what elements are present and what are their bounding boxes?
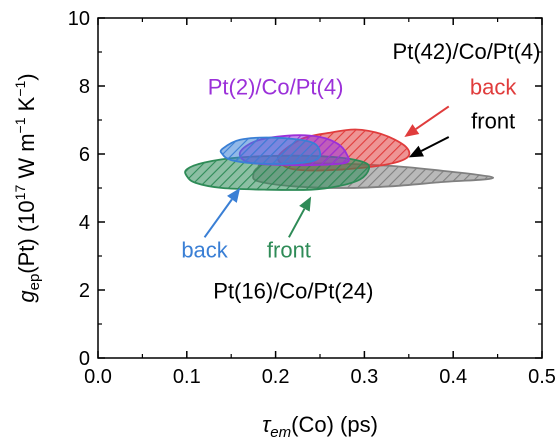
x-axis-title: τem(Co) (ps)	[262, 412, 378, 441]
y-axis-sup1: 17	[12, 185, 28, 201]
y-tick-label: 2	[79, 280, 90, 302]
annotation-pt-2-co-pt-4: Pt(2)/Co/Pt(4)	[208, 75, 344, 100]
regions-layer	[184, 128, 495, 191]
y-axis-symbol: g	[14, 290, 39, 303]
y-tick-label: 10	[68, 8, 90, 30]
y-axis-rest1: (Pt) (10	[14, 200, 39, 273]
x-tick-label: 0.3	[350, 366, 378, 388]
arrows-layer	[203, 105, 450, 238]
x-axis-symbol: τ	[262, 412, 272, 437]
x-axis-subscript: em	[270, 424, 291, 441]
y-tick-label: 0	[79, 348, 90, 370]
annotations-layer: Pt(42)/Co/Pt(4) back front Pt(2)/Co/Pt(4) ba…	[181, 39, 540, 304]
y-tick-label: 4	[79, 212, 90, 234]
y-axis-rest4: )	[14, 73, 39, 80]
annotation-back: back	[181, 238, 228, 263]
y-tick-label: 6	[79, 144, 90, 166]
y-axis-sup2: −1	[12, 117, 28, 133]
annotation-arrow	[404, 105, 450, 137]
ticks-layer: 0.0 0.1 0.2 0.3 0.4 0.5 0 2 4 6 8 10	[68, 8, 556, 388]
x-axis-rest: (Co) (ps)	[291, 412, 378, 437]
x-tick-label: 0.0	[84, 366, 112, 388]
annotation-arrow	[288, 196, 312, 238]
x-tick-label: 0.4	[439, 366, 467, 388]
y-axis-rest3: K	[14, 96, 39, 117]
y-axis-rest2: W m	[14, 133, 39, 184]
x-tick-label: 0.2	[262, 366, 290, 388]
annotation-pt-42-co-pt-4: Pt(42)/Co/Pt(4)	[393, 39, 541, 64]
y-axis-subscript: ep	[26, 274, 43, 291]
y-tick-label: 8	[79, 76, 90, 98]
annotation-pt-16-co-pt-24: Pt(16)/Co/Pt(24)	[213, 279, 373, 304]
annotation-back: back	[470, 75, 517, 100]
annotation-front: front	[471, 109, 515, 134]
x-tick-label: 0.5	[528, 366, 556, 388]
y-axis-title: gep(Pt) (1017 W m−1 K−1)	[12, 73, 43, 302]
y-axis-sup3: −1	[12, 80, 28, 96]
annotation-arrow	[408, 136, 450, 158]
annotation-front: front	[267, 238, 311, 263]
annotation-arrow	[203, 188, 241, 238]
x-tick-label: 0.1	[173, 366, 201, 388]
region-pt-16-co-pt-24-back	[219, 136, 322, 165]
